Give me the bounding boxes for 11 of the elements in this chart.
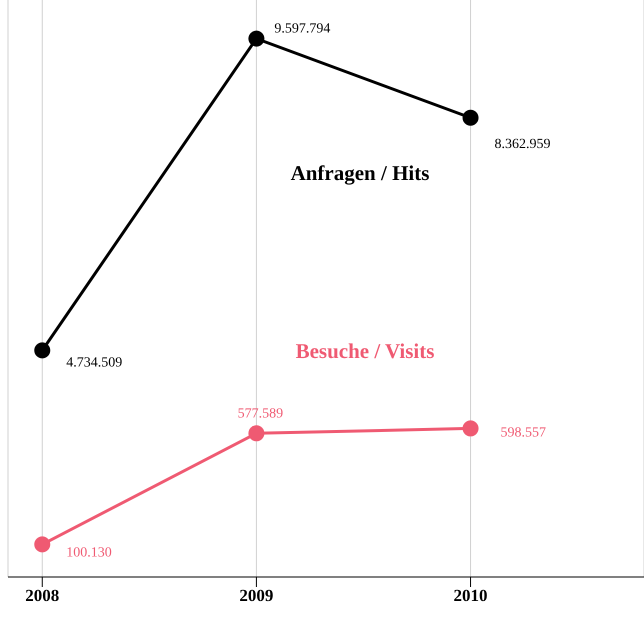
text: Besuche / Visits — [296, 339, 434, 363]
data-label: 598.557 — [500, 425, 546, 440]
data-label: 9.597.794 — [274, 22, 330, 37]
data-label: 577.589 — [238, 406, 284, 422]
data-label: 8.362.959 — [494, 136, 551, 152]
x-tick-label: 2008 — [25, 586, 60, 606]
x-tick-label: 2009 — [239, 586, 274, 606]
text: Anfragen / Hits — [290, 161, 430, 185]
x-tick-label: 2010 — [454, 586, 488, 606]
data-label: 4.734.509 — [66, 355, 122, 370]
data-label: 100.130 — [66, 545, 112, 560]
